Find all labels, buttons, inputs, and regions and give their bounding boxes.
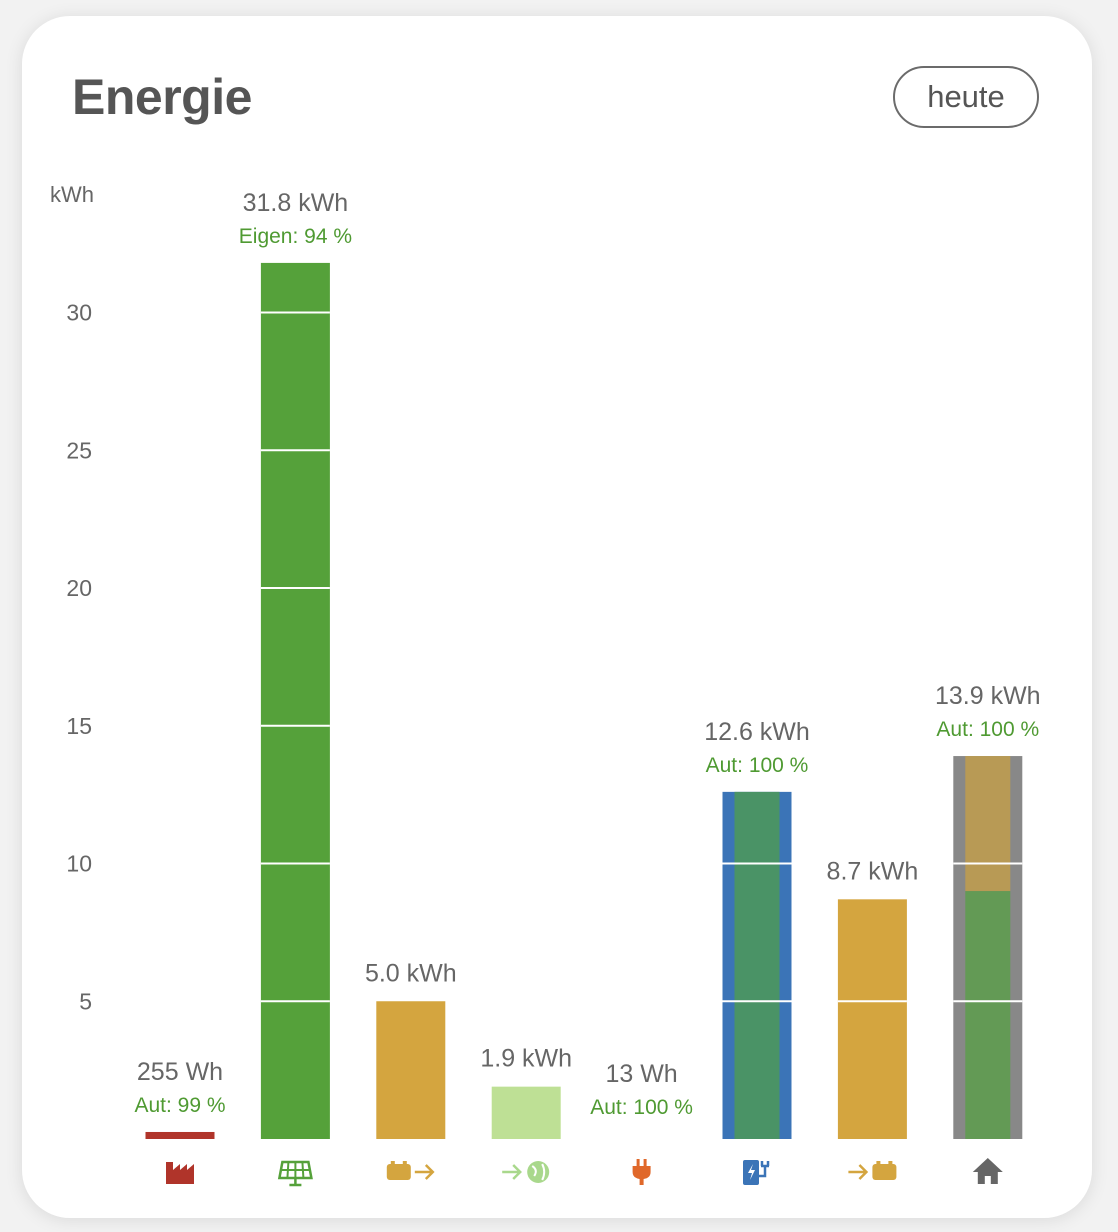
- bar-6: [722, 791, 792, 1139]
- bar-value-label: 13.9 kWh: [935, 682, 1041, 710]
- bar-2: [260, 262, 330, 1139]
- bar-segment: [965, 891, 1011, 1139]
- bars-layer: [145, 262, 1023, 1139]
- bar-value-label: 13 Wh: [605, 1060, 677, 1088]
- icons-layer: [166, 1158, 1003, 1187]
- solar-panel-icon: [277, 1160, 313, 1187]
- y-tick-label: 20: [66, 575, 92, 601]
- card-title: Energie: [72, 69, 252, 125]
- home-icon: [972, 1158, 1003, 1184]
- bar-value-label: 8.7 kWh: [827, 857, 919, 885]
- bar-share-label: Aut: 99 %: [134, 1094, 225, 1117]
- bar-segment: [491, 1086, 561, 1139]
- grid-export-icon: [502, 1161, 550, 1183]
- y-tick-label: 25: [66, 437, 92, 463]
- y-axis-unit-label: kWh: [50, 182, 94, 207]
- period-select-button[interactable]: heute: [893, 66, 1039, 128]
- bar-share-label: Aut: 100 %: [706, 754, 809, 777]
- bar-segment: [837, 899, 907, 1139]
- y-tick-label: 15: [66, 713, 92, 739]
- bar-value-label: 12.6 kWh: [704, 718, 810, 746]
- bar-segment: [965, 756, 1011, 892]
- bar-share-label: Aut: 100 %: [936, 718, 1039, 741]
- labels-layer: 255 Wh Aut: 99 % 31.8 kWh Eigen: 94 % 5.0 kW…: [134, 189, 1040, 1119]
- bar-segment: [734, 791, 780, 1139]
- ev-charger-icon: [743, 1160, 770, 1185]
- factory-icon: [166, 1162, 194, 1184]
- bar-4: [491, 1086, 561, 1139]
- plug-icon: [632, 1159, 651, 1185]
- y-tick-label: 10: [66, 851, 92, 877]
- y-tick-label: 5: [79, 988, 92, 1014]
- bar-8: [953, 756, 1023, 1139]
- bar-value-label: 255 Wh: [137, 1058, 223, 1086]
- bar-7: [837, 899, 907, 1139]
- energy-card: Energie heute: [22, 16, 1092, 1218]
- bar-value-label: 31.8 kWh: [243, 189, 349, 217]
- bar-segment: [376, 1001, 446, 1139]
- gridline-layer: [260, 311, 1023, 1003]
- bar-share-label: Eigen: 94 %: [239, 225, 352, 248]
- bar-segment: [145, 1131, 215, 1139]
- y-axis: kWh 5 10 15 20 25 30: [50, 182, 94, 1014]
- bar-value-label: 5.0 kWh: [365, 959, 457, 987]
- bar-3: [376, 1001, 446, 1139]
- y-tick-label: 30: [66, 300, 92, 326]
- bar-share-label: Aut: 100 %: [590, 1096, 693, 1119]
- battery-charge-icon: [848, 1161, 897, 1180]
- bar-value-label: 1.9 kWh: [480, 1045, 572, 1073]
- bar-1: [145, 1131, 215, 1139]
- battery-discharge-icon: [386, 1161, 435, 1180]
- bar-segment: [260, 262, 330, 1139]
